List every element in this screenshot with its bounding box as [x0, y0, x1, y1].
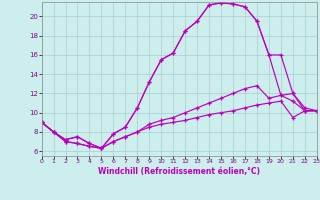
- X-axis label: Windchill (Refroidissement éolien,°C): Windchill (Refroidissement éolien,°C): [98, 167, 260, 176]
